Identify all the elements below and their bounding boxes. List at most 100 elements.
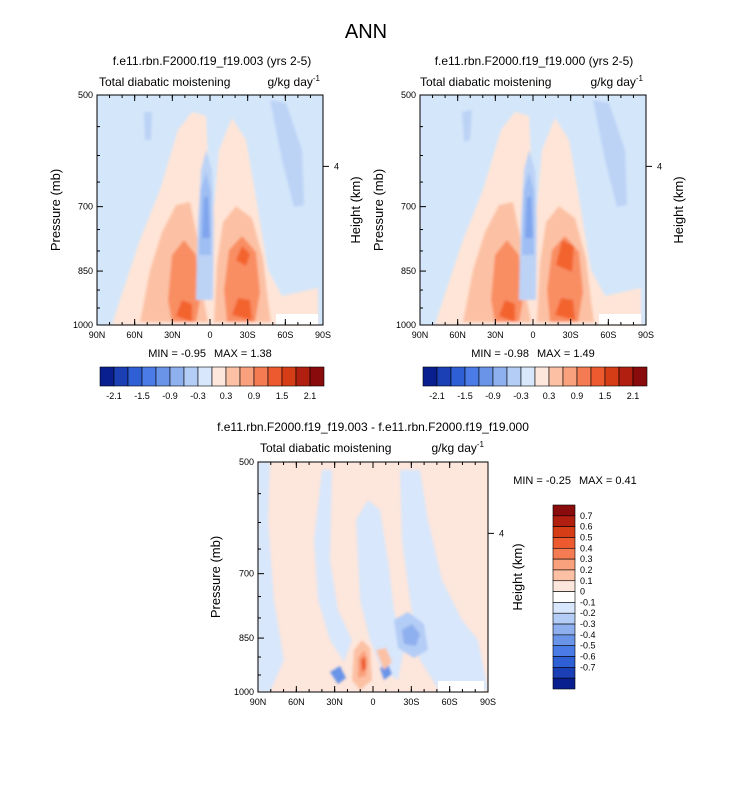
colorbar-label: 0.3: [543, 391, 556, 401]
panel-b-colorbar: -2.1 -1.5 -0.9 -0.3 0.3 0.9 1.5 2.1: [422, 366, 648, 401]
panel-diff: f.e11.rbn.F2000.f19_f19.003 - f.e11.rbn.…: [208, 420, 637, 707]
colorbar-swatch: [169, 366, 185, 387]
colorbar-swatch: [422, 366, 438, 387]
y-tick-label: 850: [239, 633, 254, 643]
panel-a-colorbar: -2.1 -1.5 -0.9 -0.3 0.3 0.9 1.5 2.1: [99, 366, 325, 401]
colorbar-swatch: [632, 366, 648, 387]
colorbar-swatch: [552, 547, 576, 560]
panel-diff-title: f.e11.rbn.F2000.f19_f19.003 - f.e11.rbn.…: [217, 420, 529, 434]
colorbar-label: 0.9: [248, 391, 261, 401]
colorbar-swatch: [552, 677, 576, 690]
panel-a-neg-top: [270, 100, 304, 207]
colorbar-swatch: [548, 366, 564, 387]
colorbar-label: 0.7: [580, 511, 593, 521]
colorbar-swatch: [141, 366, 157, 387]
colorbar-label: -1.5: [457, 391, 473, 401]
x-tick-label: 60S: [600, 330, 616, 340]
panel-a-y-ticks: 500 700 850 1000 4: [73, 90, 339, 330]
panel-a-pos-level-3b: [224, 236, 260, 322]
colorbar-label: 1.5: [599, 391, 612, 401]
y-tick-label: 850: [78, 266, 93, 276]
panel-diff-x-ticks: 90N 60N 30N 0 30S 60S 90S: [250, 462, 496, 707]
panel-a-y2label: Height (km): [348, 176, 363, 243]
panel-diff-left-label: Total diabatic moistening: [260, 441, 391, 455]
colorbar-swatch: [492, 366, 508, 387]
colorbar-label: 0.4: [580, 543, 593, 553]
y2-tick-label: 4: [657, 161, 662, 171]
panel-diff-neg-l3: [402, 624, 420, 646]
colorbar-swatch: [113, 366, 129, 387]
panel-b-x-ticks: 90N 60N 30N 0 30S 60S 90S: [412, 95, 654, 340]
colorbar-swatch: [127, 366, 143, 387]
x-tick-label: 90S: [480, 697, 496, 707]
panel-b-neg-left: [462, 110, 472, 142]
colorbar-label: -0.4: [580, 630, 596, 640]
panel-diff-minmax: MIN = -0.25 MAX = 0.41: [513, 475, 637, 487]
colorbar-swatch: [552, 667, 576, 679]
colorbar-swatch: [450, 366, 466, 387]
panel-a-nodata: [276, 314, 318, 325]
panel-diff-neg-center: [356, 500, 404, 680]
colorbar-label: -0.6: [580, 652, 596, 662]
panel-b-y-ticks: 500 700 850 1000 4: [396, 90, 662, 330]
colorbar-swatch: [506, 366, 522, 387]
panel-a-title: f.e11.rbn.F2000.f19_f19.003 (yrs 2-5): [113, 54, 312, 68]
colorbar-swatch: [534, 366, 550, 387]
colorbar-swatch: [552, 591, 576, 603]
panel-b-pos-level-4: [499, 240, 575, 322]
y-tick-label: 700: [401, 202, 416, 212]
y-tick-label: 700: [78, 202, 93, 212]
panel-a: f.e11.rbn.F2000.f19_f19.003 (yrs 2-5) To…: [48, 54, 363, 401]
colorbar-swatch: [562, 366, 578, 387]
colorbar-swatch: [309, 366, 325, 387]
colorbar-label: 0.5: [580, 532, 593, 542]
panel-a-pos-level-3: [168, 240, 200, 322]
x-tick-label: 60N: [449, 330, 466, 340]
x-tick-label: 30S: [563, 330, 579, 340]
panel-diff-neg-left: [258, 462, 284, 692]
colorbar-swatch: [552, 645, 576, 657]
panel-b-left-label: Total diabatic moistening: [420, 75, 551, 89]
panel-b-pos-level-3: [491, 240, 523, 322]
colorbar-swatch: [464, 366, 480, 387]
colorbar-swatch: [552, 569, 576, 582]
panel-b-nodata: [599, 314, 641, 325]
panel-diff-units-label: g/kg day-1: [432, 440, 485, 455]
colorbar-label: -0.1: [580, 597, 596, 607]
x-tick-label: 30N: [164, 330, 181, 340]
x-tick-label: 90S: [315, 330, 331, 340]
panel-diff-y-ticks: 500 700 850 1000 4: [234, 457, 504, 697]
x-tick-label: 90N: [412, 330, 429, 340]
colorbar-swatch: [552, 537, 576, 549]
colorbar-swatch: [239, 366, 255, 387]
colorbar-swatch: [552, 602, 576, 614]
x-tick-label: 90N: [89, 330, 106, 340]
colorbar-label: 0.9: [571, 391, 584, 401]
panel-diff-pos-l3: [361, 656, 366, 672]
colorbar-swatch: [197, 366, 213, 387]
colorbar-swatch: [552, 580, 576, 592]
colorbar-label: -2.1: [106, 391, 122, 401]
colorbar-label: 0: [580, 587, 585, 597]
y-tick-label: 700: [239, 569, 254, 579]
colorbar-swatch: [552, 612, 576, 625]
panel-diff-field: [258, 462, 488, 692]
y-tick-label: 1000: [396, 320, 416, 330]
panel-b-field: [420, 95, 646, 325]
colorbar-swatch: [211, 366, 227, 387]
colorbar-label: 0.2: [580, 565, 593, 575]
colorbar-swatch: [99, 366, 115, 387]
colorbar-label: 2.1: [304, 391, 317, 401]
y-tick-label: 1000: [234, 687, 254, 697]
colorbar-swatch: [552, 515, 576, 527]
colorbar-swatch: [552, 623, 576, 636]
colorbar-label: -1.5: [134, 391, 150, 401]
colorbar-swatch: [183, 366, 199, 387]
x-tick-label: 30N: [487, 330, 504, 340]
colorbar-swatch: [604, 366, 620, 387]
panel-b-minmax: MIN = -0.98 MAX = 1.49: [471, 348, 595, 360]
panel-b-neg-top: [593, 100, 627, 207]
x-tick-label: 90S: [638, 330, 654, 340]
panel-b-title: f.e11.rbn.F2000.f19_f19.000 (yrs 2-5): [435, 54, 634, 68]
colorbar-swatch: [576, 366, 592, 387]
